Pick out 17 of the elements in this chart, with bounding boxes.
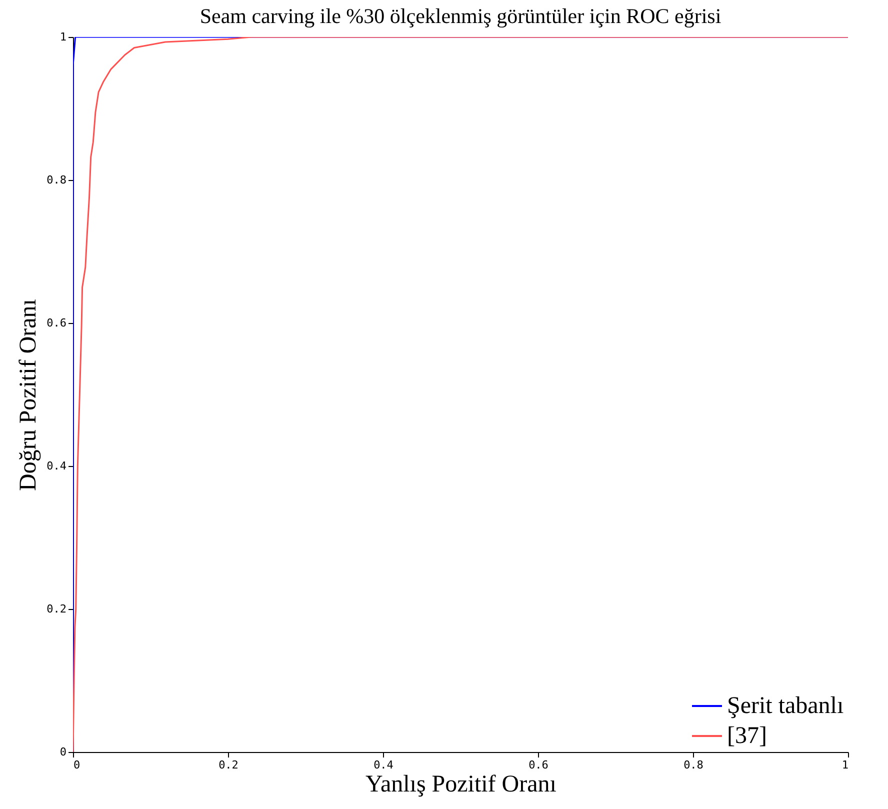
legend-label: [37] xyxy=(727,723,767,749)
y-tick-label: 0.6 xyxy=(46,316,66,330)
chart-title: Seam carving ile %30 ölçeklenmiş görüntüler için ROC eğrisi xyxy=(200,4,722,28)
x-axis-title: Yanlış Pozitif Oranı xyxy=(366,772,557,798)
x-tick-label: 0.2 xyxy=(218,758,238,772)
y-tick-label: 0 xyxy=(60,746,66,758)
x-tick-label: 1 xyxy=(842,758,848,772)
x-tick-label: 0.4 xyxy=(374,758,394,772)
y-axis-title: Doğru Pozitif Oranı xyxy=(16,298,42,491)
y-tick-label: 0.4 xyxy=(46,460,67,472)
x-tick-label: 0.6 xyxy=(528,758,548,772)
legend-label: Şerit tabanlı xyxy=(727,693,844,719)
x-tick-label: 0.8 xyxy=(684,758,704,772)
y-tick-label: 0.8 xyxy=(46,174,66,186)
y-tick-label: 0.2 xyxy=(46,602,66,616)
x-tick-label: 0 xyxy=(74,758,80,772)
y-tick-label: 1 xyxy=(60,30,66,44)
